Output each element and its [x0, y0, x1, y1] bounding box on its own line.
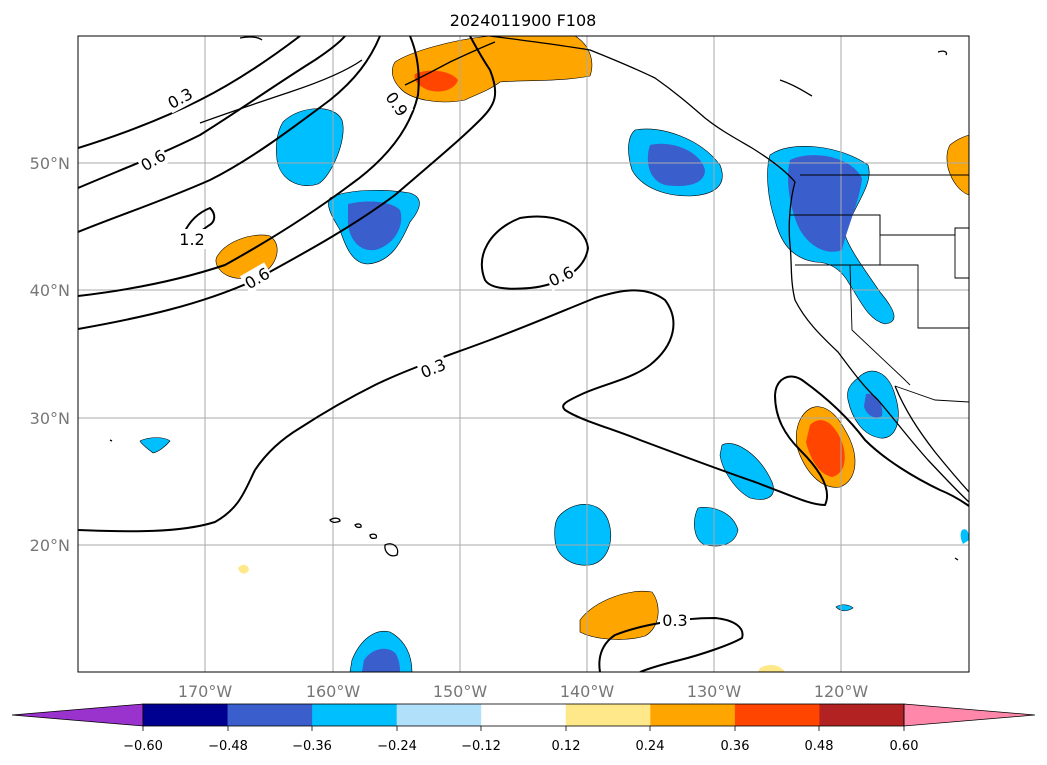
colorbar-cell	[227, 704, 313, 726]
contour-line	[78, 36, 381, 233]
political-borders	[790, 174, 969, 403]
anomaly-core	[788, 155, 862, 252]
lon-label-150w: 150°W	[433, 682, 488, 701]
lon-label-170w: 170°W	[178, 682, 233, 701]
anomaly-core	[348, 201, 402, 251]
anomaly-blob	[694, 507, 739, 547]
contour-line	[78, 36, 420, 297]
colorbar-cell	[396, 704, 482, 726]
colorbar-tick-label: 0.36	[721, 739, 750, 754]
colorbar-cell	[650, 704, 736, 726]
colorbar-cell	[819, 704, 905, 726]
colorbar-extend-low	[11, 703, 144, 727]
colorbar-cell	[565, 704, 651, 726]
figure-title: 2024011900 F108	[450, 11, 597, 30]
contour-line	[78, 36, 301, 149]
contour-line	[480, 215, 590, 290]
colorbar-cell	[481, 704, 567, 726]
colorbar-tick-label: 0.24	[636, 739, 665, 754]
lon-label-140w: 140°W	[560, 682, 615, 701]
lat-label-30n: 30°N	[30, 409, 70, 428]
colorbar-tick-labels: −0.60 −0.48 −0.36 −0.24 −0.12 0.12 0.24 …	[123, 739, 918, 754]
lon-label-120w: 120°W	[814, 682, 869, 701]
anomaly-core	[647, 143, 705, 187]
coastlines	[109, 36, 969, 561]
contour-line	[78, 36, 346, 189]
lat-label-40n: 40°N	[30, 281, 70, 300]
colorbar-cell	[143, 704, 229, 726]
contour-label: 0.3	[662, 611, 687, 630]
map-area	[78, 36, 969, 672]
colorbar-tick-label: 0.48	[805, 739, 834, 754]
colorbar-tick-label: −0.48	[208, 739, 248, 754]
longitude-labels: 170°W 160°W 150°W 140°W 130°W 120°W	[178, 682, 869, 701]
anomaly-blob	[554, 504, 611, 566]
colorbar: −0.60 −0.48 −0.36 −0.24 −0.12 0.12 0.24 …	[11, 703, 1036, 754]
anomaly-blob	[719, 443, 774, 500]
anomaly-core	[362, 648, 400, 672]
colorbar-tick-label: 0.12	[552, 739, 581, 754]
lon-label-130w: 130°W	[687, 682, 742, 701]
contour-line	[598, 616, 744, 672]
contour-line	[78, 289, 969, 533]
anomaly-blob	[139, 437, 171, 454]
latitude-labels: 50°N 40°N 30°N 20°N	[30, 154, 70, 555]
lon-label-160w: 160°W	[306, 682, 361, 701]
colorbar-ticks	[142, 726, 905, 731]
colorbar-cells	[143, 704, 905, 726]
colorbar-extend-high	[903, 703, 1036, 727]
colorbar-tick-label: −0.24	[377, 739, 417, 754]
colorbar-tick-label: 0.60	[890, 739, 919, 754]
anomaly-core	[414, 70, 458, 92]
map-frame	[77, 35, 970, 673]
colorbar-tick-label: −0.12	[461, 739, 501, 754]
colorbar-tick-label: −0.36	[292, 739, 332, 754]
colorbar-cell	[734, 704, 820, 726]
colorbar-frame	[142, 703, 905, 727]
contour-lines	[78, 36, 969, 672]
anomaly-blob	[960, 529, 969, 544]
gridlines	[78, 36, 969, 672]
contour-label: 1.2	[179, 230, 204, 249]
negative-anomaly-fills	[139, 108, 969, 672]
positive-anomaly-fills	[215, 36, 969, 672]
lat-label-50n: 50°N	[30, 154, 70, 173]
contour-line	[78, 36, 497, 330]
anomaly-blob	[946, 134, 969, 196]
colorbar-cell	[312, 704, 398, 726]
anomaly-blob	[238, 564, 249, 574]
lat-label-20n: 20°N	[30, 536, 70, 555]
anomaly-core	[806, 420, 845, 477]
anomaly-blob	[758, 664, 785, 672]
colorbar-tick-label: −0.60	[123, 739, 163, 754]
